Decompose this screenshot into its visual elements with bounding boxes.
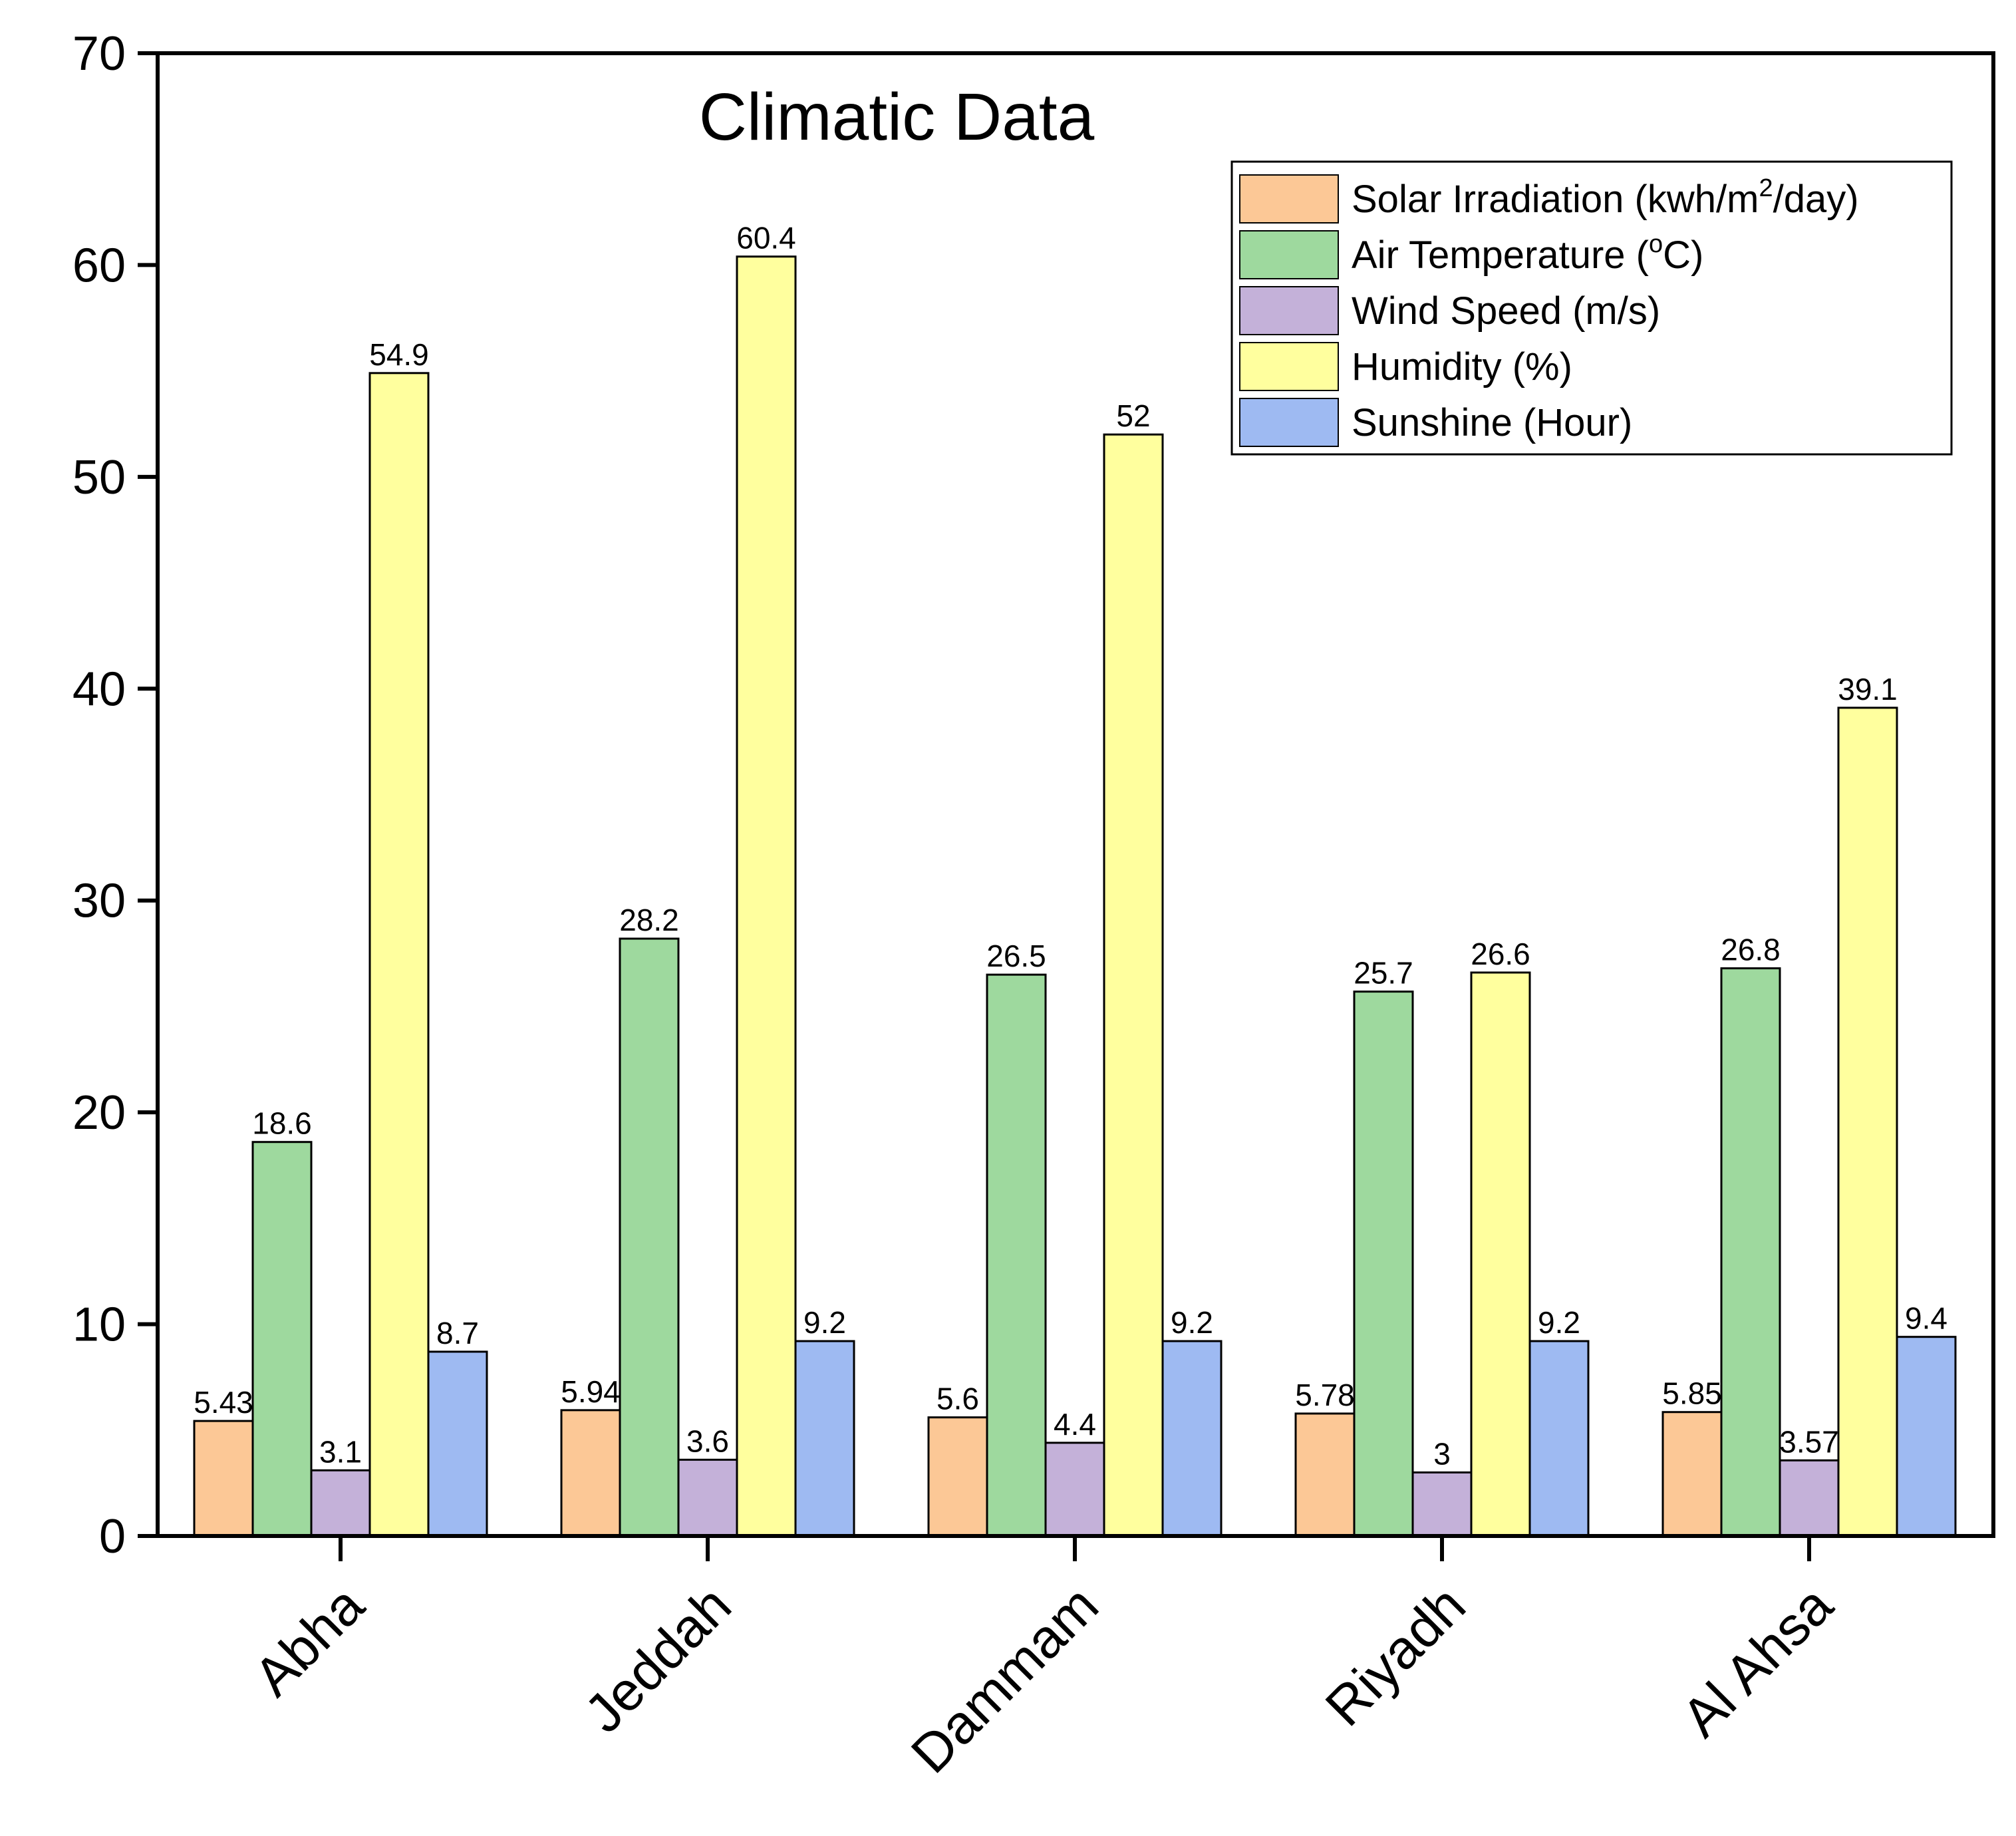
data-label: 5.78 xyxy=(1295,1378,1355,1412)
legend-swatch xyxy=(1239,398,1339,447)
legend-text-part: /day) xyxy=(1773,178,1859,221)
bar xyxy=(794,1340,855,1537)
y-tick-label: 70 xyxy=(72,27,126,80)
legend-label: Wind Speed (m/s) xyxy=(1352,289,1660,333)
data-label: 9.4 xyxy=(1905,1301,1947,1336)
bar xyxy=(1528,1340,1590,1537)
data-label: 25.7 xyxy=(1354,956,1413,991)
bar xyxy=(1837,706,1898,1537)
legend-text-part: Air Temperature ( xyxy=(1352,233,1649,277)
bar xyxy=(193,1420,254,1537)
y-tick-label: 0 xyxy=(99,1510,126,1563)
y-axis: 0 10 20 30 40 50 60 70 xyxy=(72,27,158,1563)
y-tick-label: 50 xyxy=(72,451,126,504)
chart-title: Climatic Data xyxy=(699,80,1095,154)
data-label: 26.8 xyxy=(1721,933,1781,967)
legend: Solar Irradiation (kwh/m2/day) Air Temper… xyxy=(1230,160,1953,456)
legend-text-part: Wind Speed (m/s) xyxy=(1352,289,1660,333)
bar xyxy=(368,372,430,1537)
data-label: 54.9 xyxy=(369,337,429,372)
legend-label: Humidity (%) xyxy=(1352,345,1572,388)
data-label: 3.6 xyxy=(686,1424,729,1458)
legend-swatch xyxy=(1239,174,1339,224)
bar xyxy=(1661,1411,1723,1537)
data-labels-layer: 5.43 18.6 3.1 54.9 8.7 5.94 28.2 3.6 60.4 9.2 5.6 2… xyxy=(194,221,1947,1471)
data-label: 26.6 xyxy=(1471,937,1530,971)
data-label: 5.94 xyxy=(561,1374,621,1409)
data-label: 5.43 xyxy=(194,1385,253,1420)
y-tick-label: 20 xyxy=(72,1086,126,1140)
legend-text-part: Humidity (%) xyxy=(1352,345,1572,388)
y-tick-label: 10 xyxy=(72,1299,126,1352)
data-label: 18.6 xyxy=(252,1106,312,1141)
bar xyxy=(310,1469,371,1537)
bar xyxy=(1779,1459,1840,1537)
legend-swatch xyxy=(1239,286,1339,335)
bar xyxy=(1044,1442,1105,1537)
bar xyxy=(1896,1336,1957,1537)
bar xyxy=(1161,1340,1223,1537)
bars-layer xyxy=(193,255,1957,1537)
y-tick-label: 30 xyxy=(72,875,126,928)
data-label: 3.1 xyxy=(319,1434,362,1469)
data-label: 5.6 xyxy=(936,1382,979,1416)
data-label: 4.4 xyxy=(1054,1407,1096,1442)
y-tick-label: 40 xyxy=(72,663,126,716)
bar xyxy=(986,973,1047,1537)
bar xyxy=(1353,991,1414,1537)
data-label: 39.1 xyxy=(1838,672,1898,706)
legend-swatch xyxy=(1239,230,1339,279)
legend-swatch xyxy=(1239,342,1339,391)
bar xyxy=(1294,1412,1356,1537)
data-label: 3.57 xyxy=(1779,1424,1839,1459)
legend-box xyxy=(1230,160,1953,456)
bar xyxy=(560,1409,621,1537)
legend-text-part: Solar Irradiation (kwh/m xyxy=(1352,178,1759,221)
bar xyxy=(1470,971,1531,1537)
legend-label: Air Temperature (oC) xyxy=(1352,230,1703,277)
bar xyxy=(1720,967,1781,1537)
legend-superscript: o xyxy=(1649,230,1663,258)
data-label: 52 xyxy=(1116,398,1150,433)
bar xyxy=(1103,433,1164,1537)
data-label: 3 xyxy=(1433,1436,1451,1471)
data-label: 9.2 xyxy=(1538,1305,1580,1340)
legend-superscript: 2 xyxy=(1759,174,1773,202)
bar xyxy=(619,937,680,1537)
data-label: 26.5 xyxy=(986,939,1046,973)
data-label: 8.7 xyxy=(436,1316,479,1350)
legend-label: Solar Irradiation (kwh/m2/day) xyxy=(1352,174,1859,221)
bar xyxy=(677,1458,738,1537)
bar xyxy=(736,255,797,1537)
bar xyxy=(927,1416,988,1537)
data-label: 60.4 xyxy=(736,221,796,255)
legend-text-part: C) xyxy=(1663,233,1703,277)
legend-text-part: Sunshine (Hour) xyxy=(1352,401,1632,444)
y-tick-label: 60 xyxy=(72,239,126,292)
bar xyxy=(1411,1471,1473,1537)
data-label: 9.2 xyxy=(803,1305,846,1340)
data-label: 28.2 xyxy=(619,903,679,937)
data-label: 9.2 xyxy=(1171,1305,1213,1340)
bar xyxy=(251,1141,313,1537)
data-label: 5.85 xyxy=(1662,1376,1722,1411)
legend-label: Sunshine (Hour) xyxy=(1352,401,1632,444)
bar xyxy=(427,1350,488,1537)
